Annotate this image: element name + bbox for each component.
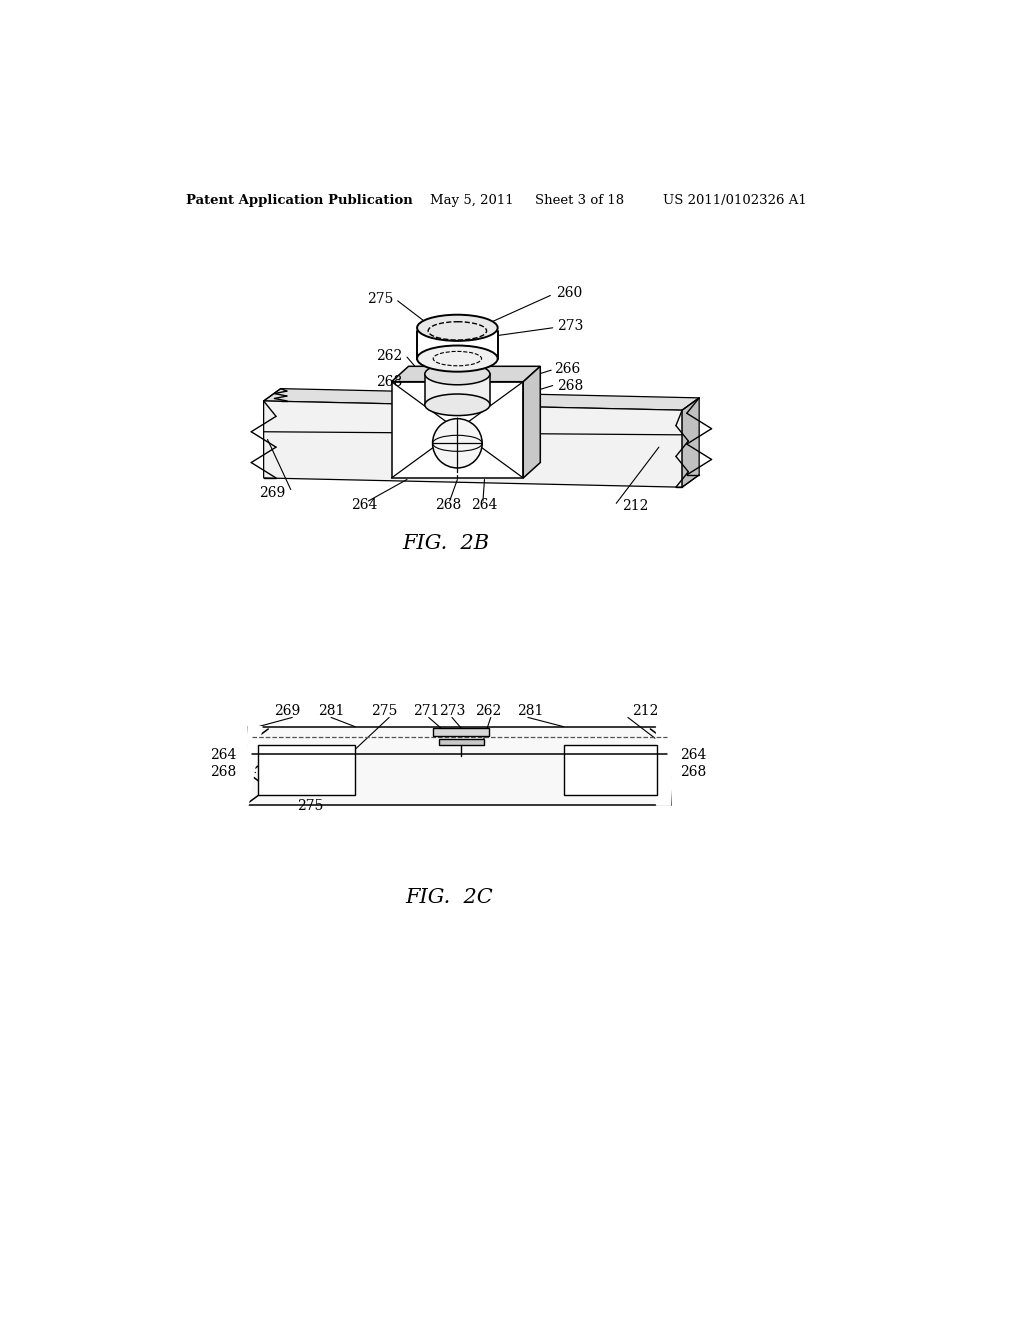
Text: 275: 275: [367, 292, 393, 306]
Bar: [248, 726, 671, 805]
Text: US 2011/0102326 A1: US 2011/0102326 A1: [663, 194, 807, 207]
Text: Patent Application Publication: Patent Application Publication: [186, 194, 413, 207]
Text: 268: 268: [680, 766, 707, 779]
Text: 262: 262: [475, 705, 502, 718]
Bar: [438, 739, 483, 744]
Text: 260: 260: [556, 286, 582, 300]
Ellipse shape: [425, 393, 489, 416]
Text: 269: 269: [259, 486, 286, 500]
Text: 271: 271: [413, 705, 439, 718]
Text: 266: 266: [554, 362, 581, 376]
Ellipse shape: [417, 346, 498, 372]
Text: FIG.  2B: FIG. 2B: [402, 533, 489, 553]
Text: Sheet 3 of 18: Sheet 3 of 18: [535, 194, 624, 207]
Polygon shape: [523, 367, 541, 478]
Text: 264: 264: [680, 748, 707, 762]
Text: 266: 266: [597, 763, 624, 776]
Text: 275: 275: [371, 705, 397, 718]
Text: 264: 264: [210, 748, 237, 762]
Polygon shape: [263, 388, 699, 411]
Polygon shape: [682, 397, 699, 487]
Bar: [563, 744, 656, 795]
Ellipse shape: [425, 363, 489, 385]
Text: 275: 275: [297, 799, 324, 813]
Polygon shape: [425, 374, 489, 405]
Text: 268: 268: [435, 498, 461, 512]
Bar: [258, 744, 355, 795]
Text: FIG.  2C: FIG. 2C: [406, 888, 494, 907]
Polygon shape: [391, 381, 523, 478]
Circle shape: [432, 418, 482, 469]
Text: 264: 264: [351, 498, 378, 512]
Text: 262: 262: [376, 348, 402, 363]
Text: 264: 264: [471, 498, 498, 512]
Text: 281: 281: [517, 705, 544, 718]
Text: 268: 268: [210, 766, 237, 779]
Polygon shape: [245, 726, 262, 805]
Polygon shape: [656, 726, 675, 805]
Text: 212: 212: [632, 705, 658, 718]
Text: 273: 273: [438, 705, 465, 718]
Polygon shape: [391, 367, 541, 381]
Text: 273: 273: [557, 319, 584, 333]
Ellipse shape: [417, 314, 498, 341]
Polygon shape: [263, 401, 682, 487]
Text: May 5, 2011: May 5, 2011: [430, 194, 514, 207]
Bar: [433, 729, 489, 737]
Text: 269: 269: [273, 705, 300, 718]
Text: 281: 281: [317, 705, 344, 718]
Text: 212: 212: [623, 499, 649, 513]
Text: 268: 268: [376, 375, 402, 388]
Text: 268: 268: [557, 379, 583, 392]
